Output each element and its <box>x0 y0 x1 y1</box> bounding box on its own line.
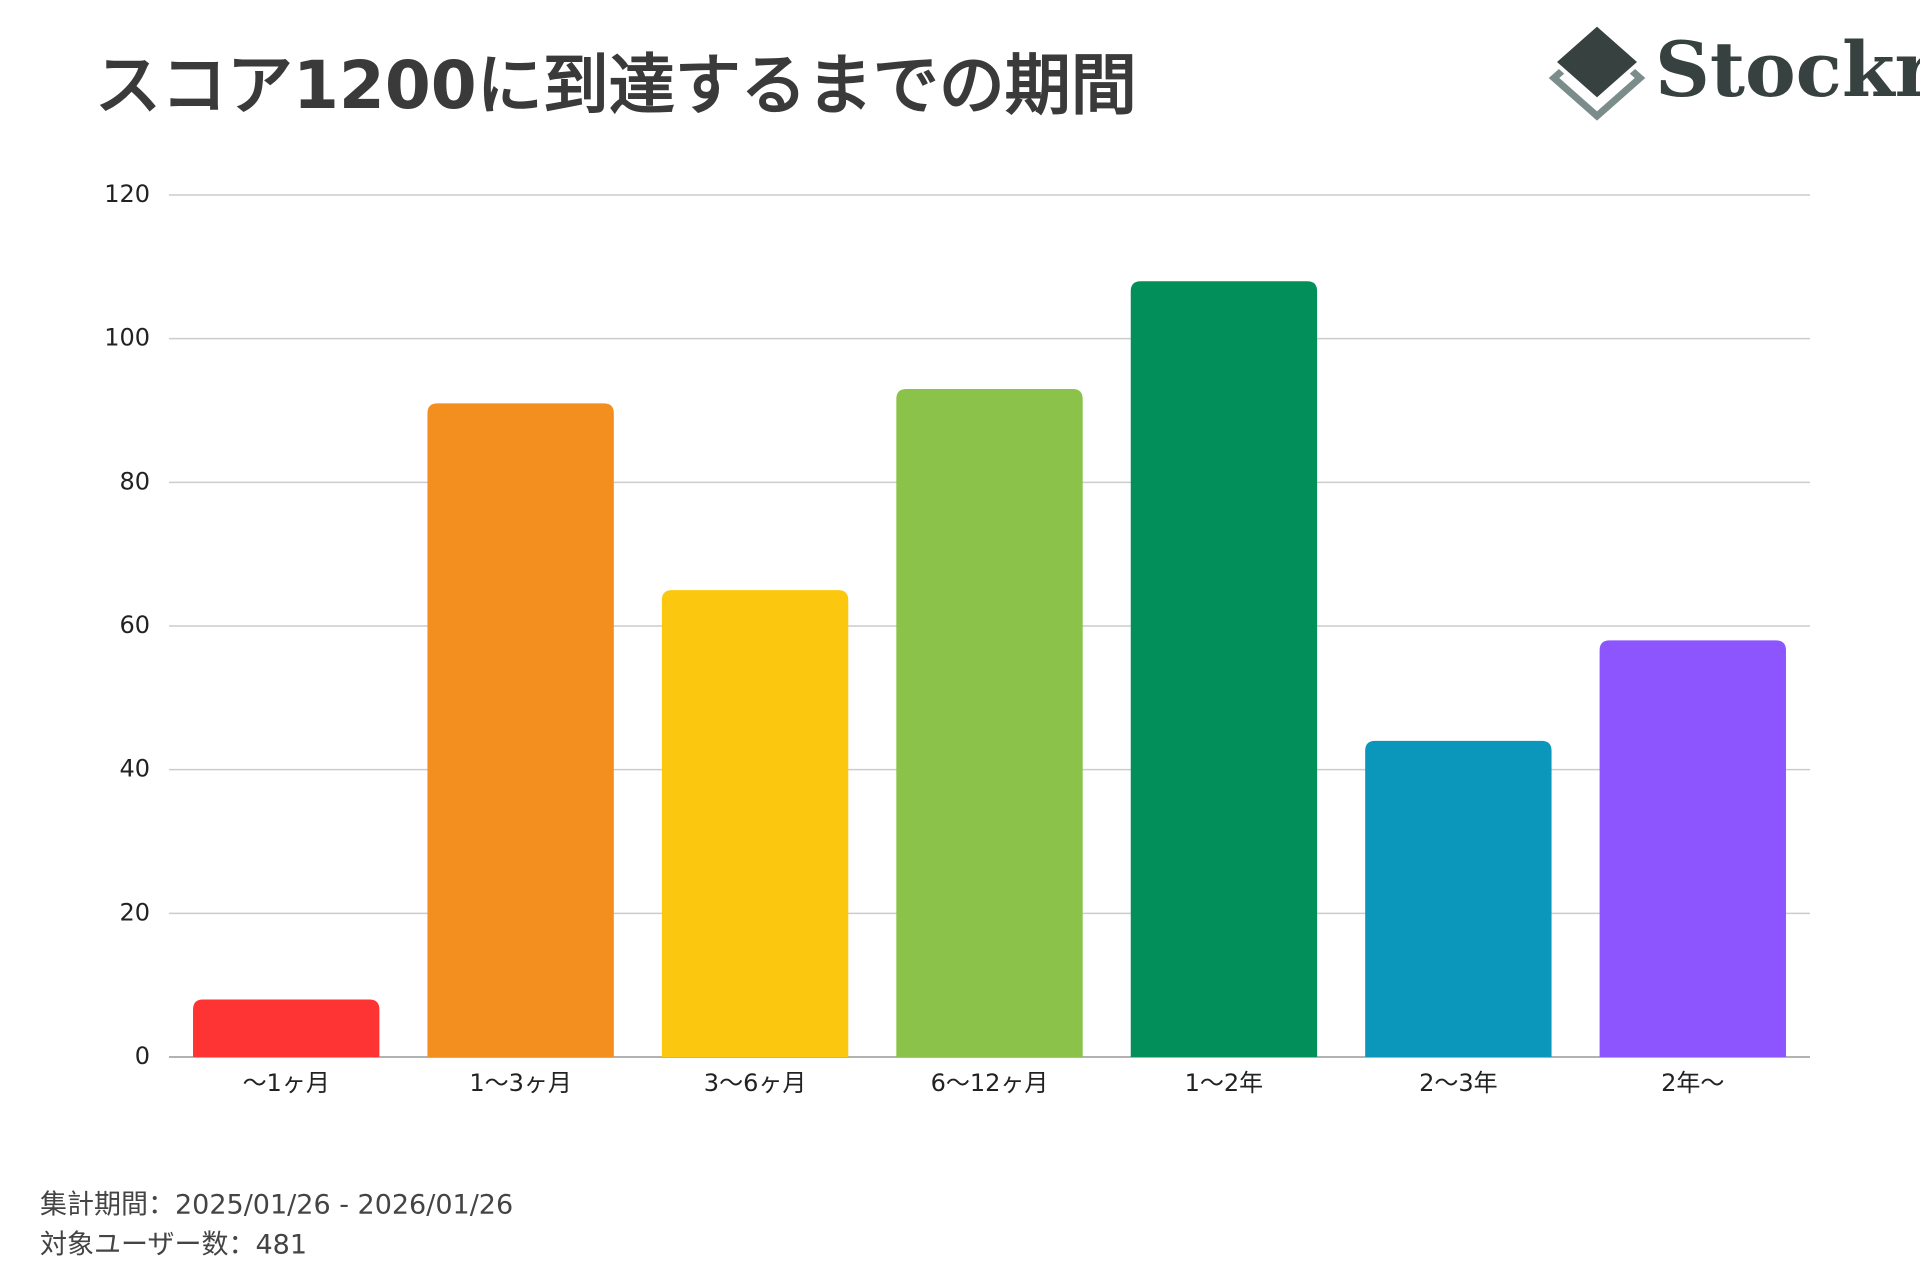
footnote: 対象ユーザー数：481 <box>40 1230 307 1261</box>
y-tick-label: 20 <box>119 898 150 926</box>
bar <box>661 590 849 1057</box>
logo-text: Stockr <box>1655 25 1920 114</box>
y-tick-label: 120 <box>104 180 150 208</box>
x-tick-label: 1〜3ヶ月 <box>469 1069 572 1097</box>
bar <box>896 388 1083 1057</box>
logo: Stockr <box>1548 21 1920 121</box>
bar <box>427 403 614 1058</box>
x-tick-label: 2〜3年 <box>1419 1069 1498 1097</box>
footnote: 集計期間：2025/01/26 - 2026/01/26 <box>40 1190 513 1221</box>
bar <box>1130 281 1318 1057</box>
bar <box>193 999 380 1057</box>
y-tick-label: 80 <box>119 467 150 495</box>
y-tick-label: 100 <box>104 324 150 352</box>
chart-title: スコア1200に到達するまでの期間 <box>95 47 1137 124</box>
bar <box>1599 640 1786 1057</box>
x-tick-label: 6〜12ヶ月 <box>931 1069 1049 1097</box>
bar <box>1365 740 1552 1057</box>
x-tick-label: 1〜2年 <box>1185 1069 1264 1097</box>
x-tick-label: 〜1ヶ月 <box>243 1069 330 1097</box>
logo-diamond <box>1550 21 1644 103</box>
y-tick-label: 60 <box>119 611 150 639</box>
y-tick-label: 0 <box>135 1042 150 1070</box>
y-tick-label: 40 <box>119 755 150 783</box>
x-tick-label: 2年〜 <box>1661 1069 1724 1097</box>
x-tick-label: 3〜6ヶ月 <box>704 1069 807 1097</box>
